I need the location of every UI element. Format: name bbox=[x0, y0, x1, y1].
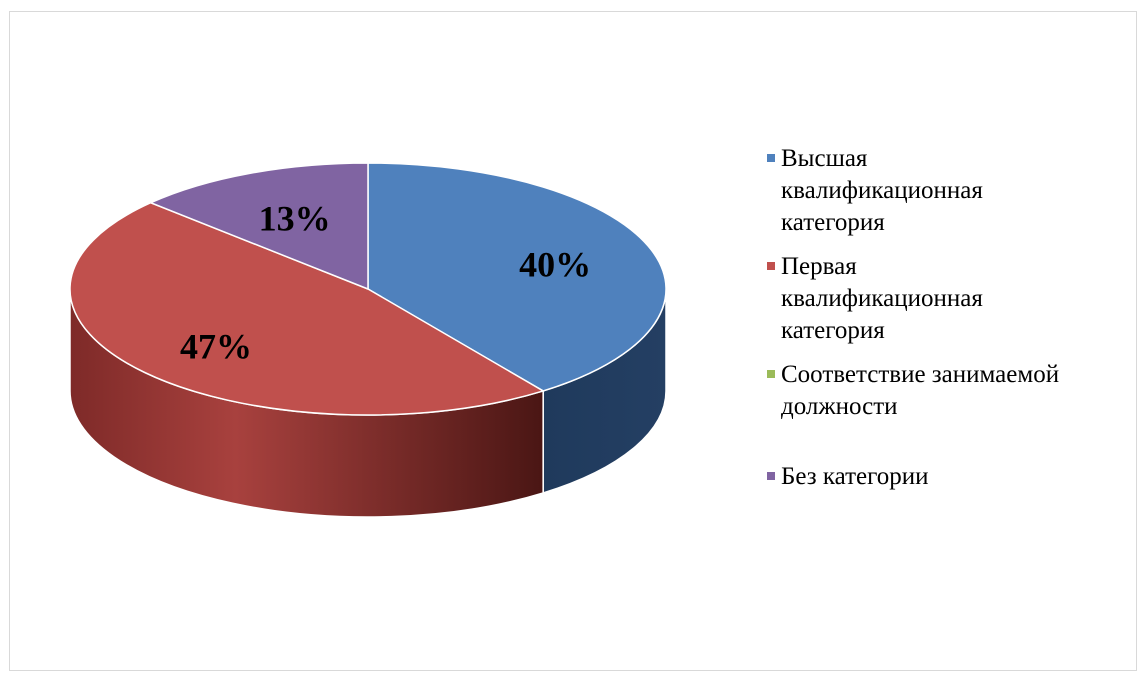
data-label-3: 13% bbox=[259, 198, 331, 238]
legend-label: Соответствие занимаемой должности bbox=[781, 361, 1060, 420]
legend-item-first-category: Первая квалификационная категория bbox=[763, 251, 1143, 347]
legend: Высшая квалификационная категория Первая… bbox=[763, 143, 1143, 493]
legend-item-position-compliance: Соответствие занимаемой должности bbox=[763, 359, 1143, 423]
legend-label: Первая квалификационная категория bbox=[781, 253, 983, 344]
legend-swatch bbox=[767, 370, 775, 378]
legend-swatch bbox=[767, 154, 775, 162]
legend-item-no-category: Без категории bbox=[763, 461, 1143, 493]
pie-slice-1 bbox=[69, 201, 546, 416]
pie-slice-0 bbox=[367, 162, 667, 392]
data-label-0: 40% bbox=[519, 244, 591, 284]
legend-label: Без категории bbox=[781, 463, 929, 490]
legend-swatch bbox=[767, 262, 775, 270]
legend-swatch bbox=[767, 472, 775, 480]
pie-tops bbox=[69, 162, 667, 416]
data-label-1: 47% bbox=[180, 327, 252, 367]
pie-labels: 40% 47% 13% bbox=[180, 198, 591, 366]
pie-slice-3 bbox=[148, 162, 369, 291]
legend-item-higher-category: Высшая квалификационная категория bbox=[763, 143, 1143, 239]
legend-label: Высшая квалификационная категория bbox=[781, 145, 983, 236]
